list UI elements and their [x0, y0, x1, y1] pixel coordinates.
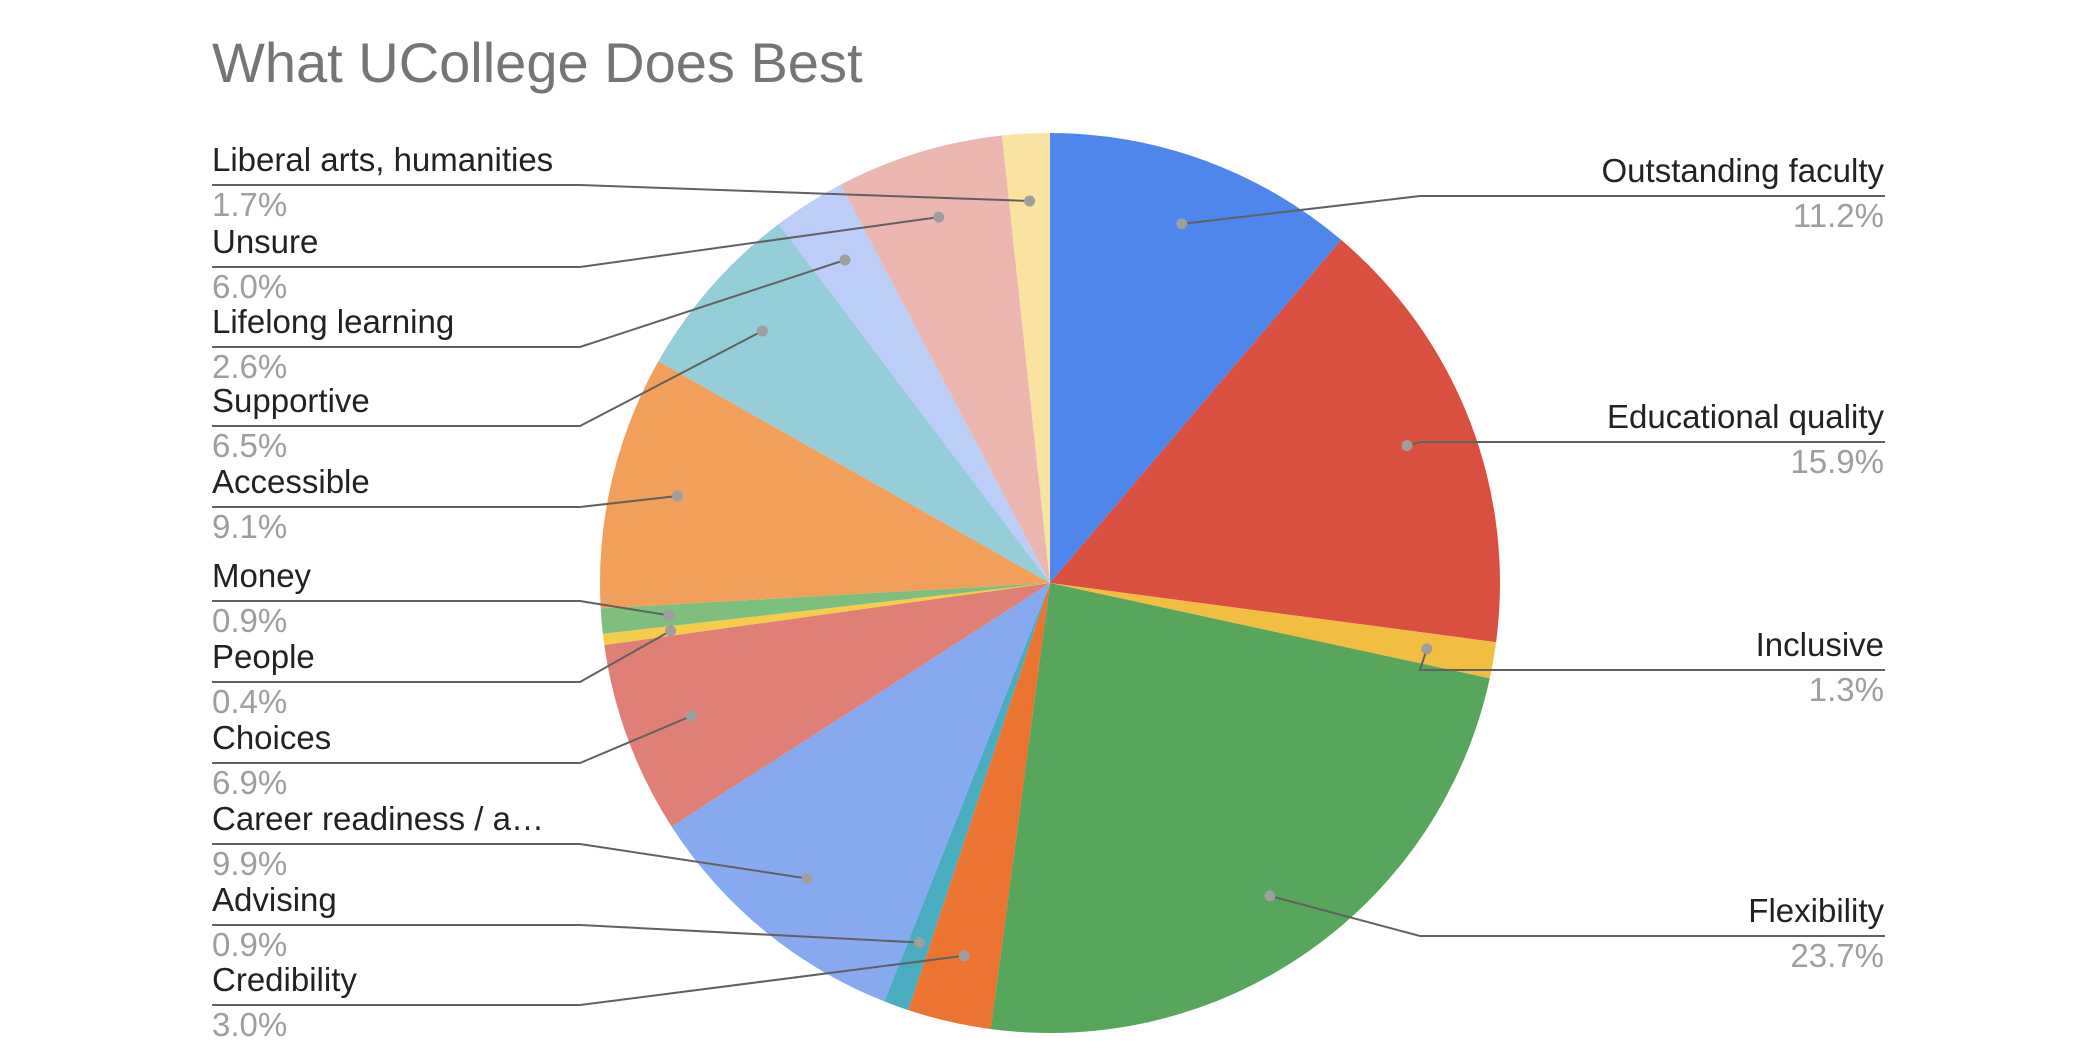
slice-percent-flexibility: 23.7% [1790, 937, 1884, 974]
slice-percent-educational-quality: 15.9% [1790, 443, 1884, 480]
pie-slice-educational-quality [1050, 239, 1501, 643]
slice-percent-money: 0.9% [212, 602, 287, 639]
leader-dot-outstanding-faculty [1176, 218, 1188, 230]
leader-dot-money [663, 609, 675, 621]
chart-title: What UCollege Does Best [212, 31, 863, 94]
leader-line-career-readiness-a [212, 843, 808, 880]
slice-label-inclusive: Inclusive [1756, 626, 1884, 663]
slice-label-outstanding-faculty: Outstanding faculty [1602, 152, 1885, 189]
pie-slice-choices [604, 583, 1050, 827]
leader-dot-unsure [933, 211, 945, 223]
leader-line-money [212, 600, 670, 617]
slice-label-advising: Advising [212, 881, 337, 918]
slice-percent-unsure: 6.0% [212, 268, 287, 305]
leader-dot-supportive [756, 325, 768, 337]
leader-dot-accessible [672, 490, 683, 502]
leader-line-supportive [212, 330, 763, 427]
slice-label-educational-quality: Educational quality [1607, 398, 1885, 435]
leader-dot-people [665, 625, 676, 637]
slice-label-career-readiness-a: Career readiness / a… [212, 800, 544, 837]
pie-slice-supportive [658, 223, 1050, 584]
pie-slice-inclusive [1050, 583, 1497, 679]
pie-slice-money [600, 583, 1050, 634]
pie-slice-lifelong-learning [778, 184, 1050, 583]
pie-slice-liberal-arts-humanities [1002, 133, 1050, 583]
leader-line-liberal-arts-humanities [212, 184, 1030, 202]
slice-label-unsure: Unsure [212, 223, 318, 260]
slice-percent-career-readiness-a: 9.9% [212, 845, 287, 882]
leader-line-flexibility [1269, 894, 1885, 937]
slice-percent-lifelong-learning: 2.6% [212, 348, 287, 385]
leader-line-lifelong-learning [212, 259, 846, 348]
leader-line-outstanding-faculty [1181, 195, 1885, 225]
slice-label-money: Money [212, 557, 312, 594]
leader-line-credibility [212, 954, 965, 1006]
slice-label-liberal-arts-humanities: Liberal arts, humanities [212, 141, 553, 178]
slice-percent-credibility: 3.0% [212, 1006, 287, 1043]
slice-percent-supportive: 6.5% [212, 427, 287, 464]
leader-line-inclusive [1418, 648, 1885, 671]
leader-line-people [212, 630, 671, 683]
leader-dot-choices [685, 710, 697, 722]
leader-line-unsure [212, 216, 939, 268]
pie-slice-unsure [840, 135, 1050, 583]
slice-label-accessible: Accessible [212, 463, 370, 500]
leader-dot-credibility [958, 950, 970, 962]
slice-label-flexibility: Flexibility [1748, 892, 1884, 929]
pie-slices [600, 133, 1501, 1034]
pie-slice-outstanding-faculty [1050, 133, 1342, 583]
leader-dot-advising [913, 937, 925, 948]
pie-slice-people [602, 583, 1050, 646]
pie-slice-accessible [600, 361, 1050, 609]
slice-percent-inclusive: 1.3% [1809, 671, 1884, 708]
slice-labels: Outstanding faculty 11.2% Educational qual… [212, 141, 1884, 1043]
slice-percent-outstanding-faculty: 11.2% [1793, 197, 1884, 234]
leader-dot-career-readiness-a [801, 873, 813, 884]
leader-dot-flexibility [1264, 890, 1276, 902]
slice-label-supportive: Supportive [212, 382, 370, 419]
leader-dot-liberal-arts-humanities [1024, 195, 1036, 207]
slice-percent-advising: 0.9% [212, 926, 287, 963]
pie-slice-career-readiness-a [671, 583, 1050, 1002]
leader-line-choices [212, 715, 692, 764]
slice-percent-accessible: 9.1% [212, 508, 287, 545]
slice-label-people: People [212, 638, 315, 675]
slice-label-choices: Choices [212, 719, 331, 756]
leader-dot-lifelong-learning [839, 254, 851, 266]
leader-lines [212, 184, 1885, 1006]
pie-slice-flexibility [990, 583, 1490, 1034]
slice-percent-people: 0.4% [212, 683, 287, 720]
leader-dot-educational-quality [1401, 440, 1413, 452]
slice-label-credibility: Credibility [212, 961, 357, 998]
leader-line-advising [212, 924, 920, 944]
pie-slice-advising [884, 583, 1050, 1011]
leader-line-accessible [212, 495, 678, 508]
pie-slice-credibility [908, 583, 1050, 1030]
slice-label-lifelong-learning: Lifelong learning [212, 303, 454, 340]
slice-percent-liberal-arts-humanities: 1.7% [212, 186, 287, 223]
leader-dot-inclusive [1421, 643, 1433, 655]
slice-percent-choices: 6.9% [212, 764, 287, 801]
